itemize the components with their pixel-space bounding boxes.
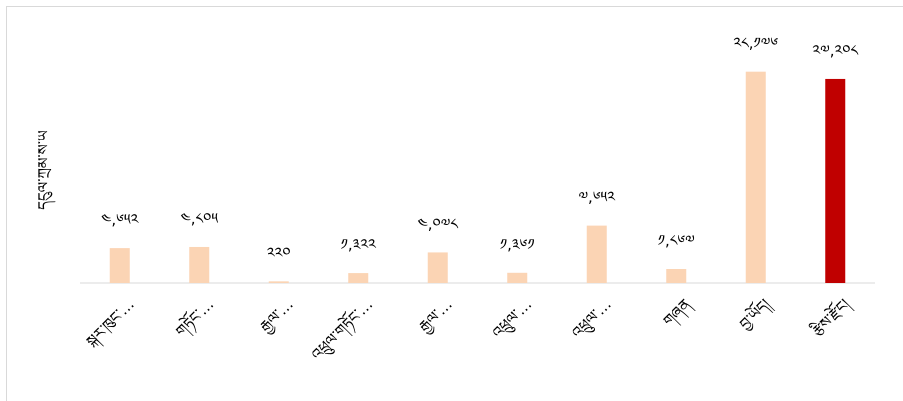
data-label: ༧,༦༥༢ (578, 188, 616, 206)
bar (745, 71, 766, 284)
data-label: ༤,༦༥༢ (101, 211, 140, 229)
chart-frame (6, 6, 903, 401)
bar (586, 225, 607, 283)
data-label: ༡,༣༢༢ (341, 236, 378, 254)
bar (109, 248, 130, 283)
data-label: ༤,༨༠༥ (180, 209, 218, 227)
data-label: ༢༨,༡༧༦ (733, 34, 778, 52)
data-label: ༢༧,༢༠༨ (812, 41, 858, 59)
data-label: ༤,༠༧༨ (417, 215, 458, 233)
data-label: ༡,༨༦༧ (658, 231, 695, 249)
bar (825, 78, 846, 283)
bar (427, 252, 448, 283)
data-label: ༢༢༠ (267, 244, 291, 262)
bar (348, 273, 369, 283)
data-label: ༡,༣༦༡ (500, 235, 535, 253)
bar (666, 268, 687, 283)
bar (507, 272, 528, 283)
bar (268, 281, 289, 283)
bar (189, 246, 210, 283)
y-axis-label: དངུལ་ཀྲམ་ས་ཡ (35, 130, 57, 210)
